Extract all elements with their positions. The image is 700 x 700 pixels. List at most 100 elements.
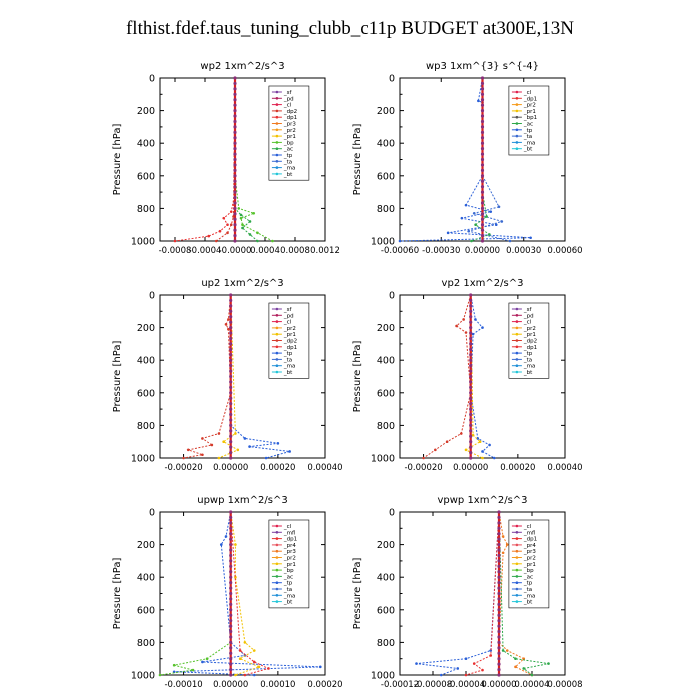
panel-upwp: upwp 1xm^2/s^3 0 200 400 600 800 1000 -0.00010 0…	[112, 495, 343, 690]
legend-marker	[275, 587, 279, 591]
legend-marker	[515, 128, 519, 132]
y-tick-label: 600	[377, 605, 395, 616]
zero-profile-point	[469, 434, 473, 438]
zero-profile-point	[469, 315, 473, 319]
series-point-_ac	[241, 226, 244, 230]
legend-label: _tp	[523, 128, 533, 134]
legend-marker	[515, 364, 519, 368]
zero-profile-point	[469, 364, 473, 368]
series-point-_dp2	[227, 327, 230, 331]
x-tick-label: -0.00010	[164, 680, 202, 690]
zero-profile-point	[480, 119, 485, 124]
series-point-_dp2	[201, 453, 204, 457]
zero-profile-point	[229, 521, 233, 525]
zero-profile-point	[497, 613, 501, 617]
zero-profile-point	[229, 434, 233, 438]
series-point-_bp	[252, 211, 256, 215]
zero-profile-point	[497, 564, 501, 568]
legend-marker	[275, 339, 279, 342]
series-point-_ac	[474, 223, 477, 226]
legend-marker	[275, 537, 279, 540]
series-point-_dp2	[201, 437, 204, 440]
legend-marker	[515, 109, 519, 113]
zero-profile-point	[497, 673, 501, 677]
series-point-_tp	[456, 667, 460, 670]
series-point-_ac	[248, 220, 252, 223]
legend-marker	[515, 537, 519, 540]
series-point-_bp	[237, 207, 241, 210]
zero-profile-point	[497, 521, 501, 525]
zero-profile-point	[469, 456, 473, 460]
series-point-_pr1	[236, 448, 240, 452]
legend-marker	[275, 581, 279, 584]
series-point-_tp	[471, 332, 475, 336]
series-line-_dp1	[174, 78, 236, 242]
series-point-_pr1	[234, 673, 237, 677]
zero-profile-point	[497, 570, 501, 574]
series-point-_dp2	[434, 448, 437, 452]
zero-profile-point	[480, 157, 485, 162]
legend-label: _pr2	[523, 103, 536, 109]
zero-profile-point	[497, 510, 501, 514]
y-tick-label: 800	[137, 421, 155, 432]
legend-label: _ma	[283, 166, 295, 172]
zero-profile-point	[229, 581, 233, 585]
zero-profile-point	[229, 385, 233, 389]
series-point-_tp	[248, 445, 251, 448]
series-line-_bp	[234, 78, 273, 242]
zero-profile-point	[469, 320, 473, 324]
series-point-_ac	[547, 662, 550, 665]
zero-profile-point	[233, 206, 237, 210]
zero-profile-point	[229, 369, 233, 373]
y-tick-label: 800	[137, 204, 155, 215]
zero-profile-point	[497, 608, 501, 612]
zero-profile-point	[480, 130, 485, 134]
zero-profile-point	[229, 559, 233, 563]
series-point-_tp	[318, 665, 322, 669]
series-point-_tp	[264, 456, 268, 460]
zero-profile-point	[229, 336, 233, 341]
zero-profile-point	[229, 374, 233, 379]
y-tick-label: 0	[149, 291, 155, 302]
zero-profile-point	[229, 635, 233, 639]
legend-label: _pr3	[283, 549, 297, 555]
y-tick-label: 1000	[371, 454, 395, 465]
legend-marker	[515, 358, 519, 361]
series-point-_pr3	[505, 649, 509, 652]
legend-label: _bt	[283, 600, 293, 606]
zero-profile-point	[229, 586, 233, 590]
series-point-_tp	[398, 239, 402, 243]
zero-profile-point	[233, 125, 237, 129]
series-point-_ac	[488, 233, 491, 236]
legend-marker	[515, 575, 519, 578]
zero-profile-point	[469, 374, 473, 379]
zero-profile-point	[229, 364, 233, 368]
legend-marker	[515, 97, 519, 100]
y-tick-label: 1000	[131, 454, 155, 465]
zero-profile-point	[229, 575, 233, 579]
series-point-_tp	[529, 236, 532, 240]
zero-profile-point	[229, 315, 233, 319]
panel-title: wp3 1xm^{3} s^{-4}	[426, 61, 539, 72]
series-point-_ac	[470, 239, 473, 243]
series-point-_dp1	[489, 654, 493, 657]
series-point-_pr1	[252, 649, 256, 652]
series-point-_tp	[439, 673, 443, 677]
legend-marker	[275, 594, 279, 597]
zero-profile-point	[229, 407, 233, 411]
zero-profile-point	[229, 326, 233, 330]
zero-profile-point	[229, 309, 233, 313]
zero-profile-point	[469, 423, 473, 427]
zero-profile-point	[469, 369, 473, 373]
series-point-_bp	[241, 223, 244, 226]
x-tick-label: 0.00040	[307, 463, 342, 473]
series-point-_dp1	[243, 673, 247, 677]
zero-profile-point	[497, 553, 501, 558]
legend-label: _sf	[523, 307, 533, 313]
series-point-_bp	[271, 239, 274, 243]
legend-marker	[515, 332, 519, 336]
legend-label: _bp	[523, 568, 534, 574]
zero-profile-point	[497, 640, 501, 645]
